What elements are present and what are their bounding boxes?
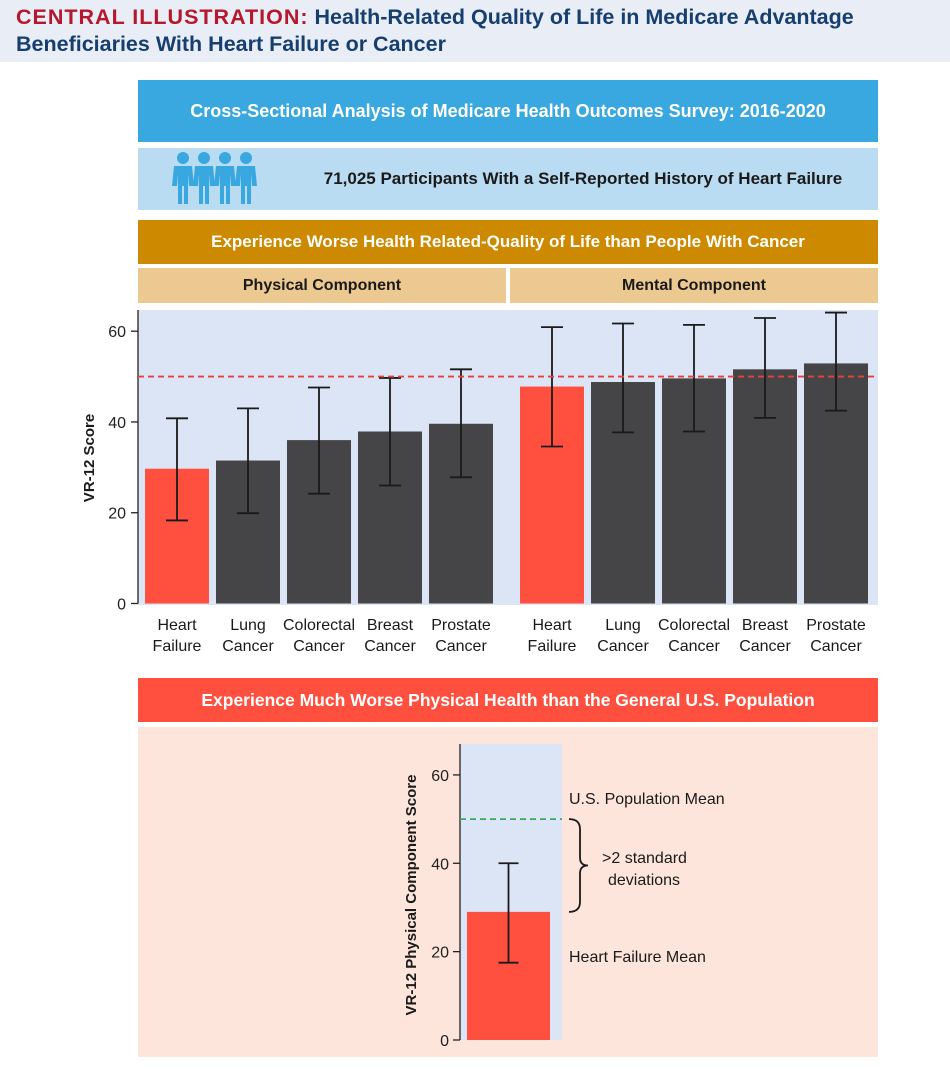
heart-failure-mean-label: Heart Failure Mean xyxy=(569,949,706,966)
header-label: CENTRAL ILLUSTRATION: xyxy=(16,5,309,29)
x-tick-label: Cancer xyxy=(364,638,416,655)
y-axis: 0 20 40 60 xyxy=(108,310,139,614)
y-tick-label: 40 xyxy=(431,856,449,873)
x-tick-label: Breast xyxy=(742,617,789,634)
x-tick-label: Failure xyxy=(528,638,577,655)
difference-label-line1: >2 standard xyxy=(602,850,687,867)
hrqol-bar-chart: 0 20 40 60 Heart Failure Lung Cancer Colorectal… xyxy=(81,310,878,655)
people-icon xyxy=(172,150,262,208)
x-tick-label: Colorectal xyxy=(658,617,730,634)
header-band xyxy=(0,0,950,62)
y-tick-label: 20 xyxy=(431,945,449,962)
participants-banner: 71,025 Participants With a Self-Reported… xyxy=(138,148,878,210)
x-tick-label: Cancer xyxy=(810,638,862,655)
x-tick-label: Prostate xyxy=(806,617,866,634)
bars xyxy=(145,311,868,604)
x-tick-label: Failure xyxy=(153,638,202,655)
y-tick-label: 0 xyxy=(117,597,126,614)
x-tick-label: Lung xyxy=(230,617,266,634)
y-axis-label: VR-12 Physical Component Score xyxy=(403,775,420,1016)
x-tick-label: Cancer xyxy=(435,638,487,655)
illustration-header: CENTRAL ILLUSTRATION: Health-Related Qua… xyxy=(16,4,936,58)
comparison-banner: Experience Worse Health Related-Quality … xyxy=(138,220,878,264)
population-mean-label: U.S. Population Mean xyxy=(569,791,725,808)
x-tick-label: Prostate xyxy=(431,617,491,634)
person-icon xyxy=(172,152,194,204)
physical-component-header: Physical Component xyxy=(138,268,506,303)
x-tick-label: Cancer xyxy=(739,638,791,655)
x-tick-label: Lung xyxy=(605,617,641,634)
x-tick-label: Heart xyxy=(532,617,572,634)
x-tick-label: Colorectal xyxy=(283,617,355,634)
y-tick-label: 40 xyxy=(108,415,126,432)
x-tick-label: Heart xyxy=(157,617,197,634)
bars xyxy=(467,862,550,1040)
brace-icon xyxy=(568,818,589,913)
y-tick-label: 20 xyxy=(108,506,126,523)
person-icon xyxy=(214,152,236,204)
y-tick-label: 0 xyxy=(440,1033,449,1050)
physical-score-chart: 0 20 40 60 VR-12 Physical Component Score U… xyxy=(403,744,725,1050)
x-axis-labels: Heart Failure Lung Cancer Colorectal Cancer Br… xyxy=(153,617,866,655)
x-tick-label: Cancer xyxy=(222,638,274,655)
difference-label-line2: deviations xyxy=(608,872,680,889)
x-tick-label: Cancer xyxy=(597,638,649,655)
x-tick-label: Cancer xyxy=(293,638,345,655)
header-title: Health-Related Quality of Life in Medica… xyxy=(16,5,854,56)
mental-component-header: Mental Component xyxy=(510,268,878,303)
y-tick-label: 60 xyxy=(431,768,449,785)
analysis-banner: Cross-Sectional Analysis of Medicare Hea… xyxy=(138,80,878,142)
x-tick-label: Breast xyxy=(367,617,414,634)
population-banner: Experience Much Worse Physical Health th… xyxy=(138,678,878,722)
person-icon xyxy=(235,152,257,204)
person-icon xyxy=(193,152,215,204)
y-axis: 0 20 40 60 xyxy=(431,744,461,1050)
y-axis-label: VR-12 Score xyxy=(81,414,98,502)
x-tick-label: Cancer xyxy=(668,638,720,655)
participants-text: 71,025 Participants With a Self-Reported… xyxy=(323,169,843,188)
y-tick-label: 60 xyxy=(108,324,126,341)
